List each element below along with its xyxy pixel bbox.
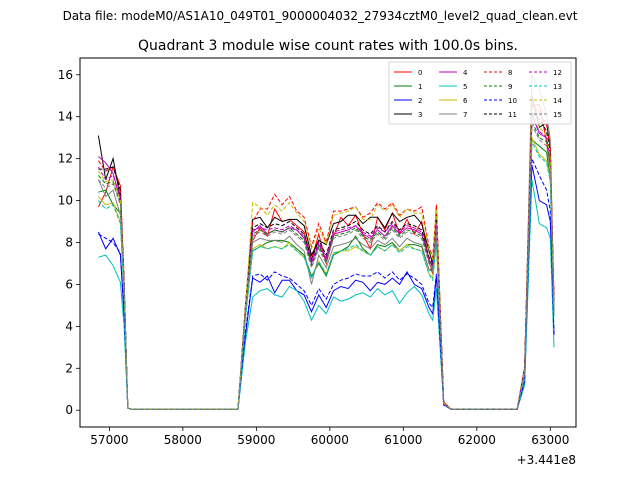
legend-label-2: 2 xyxy=(418,97,422,105)
axes: 57000 58000 59000 60000 61000 62000 63000+3.44… xyxy=(58,57,577,467)
legend-box xyxy=(388,61,572,125)
legend-label-0: 0 xyxy=(418,69,422,77)
y-tick-label: 4 xyxy=(65,319,73,333)
legend-label-3: 3 xyxy=(418,111,422,119)
x-tick-label: 58000 xyxy=(164,433,202,447)
legend-label-6: 6 xyxy=(463,97,468,105)
y-tick-label: 14 xyxy=(58,110,73,124)
legend-label-14: 14 xyxy=(553,97,562,105)
legend-label-15: 15 xyxy=(553,111,562,119)
x-tick-label: 57000 xyxy=(90,433,128,447)
legend-label-13: 13 xyxy=(553,83,562,91)
figure-suptitle: Data file: modeM0/AS1A10_049T01_90000040… xyxy=(63,9,578,23)
y-tick-label: 12 xyxy=(58,152,73,166)
legend-label-10: 10 xyxy=(508,97,517,105)
x-tick-label: 61000 xyxy=(384,433,422,447)
y-tick-label: 16 xyxy=(58,68,73,82)
y-tick-label: 0 xyxy=(65,403,73,417)
legend-label-4: 4 xyxy=(463,69,468,77)
x-tick-label: 62000 xyxy=(458,433,496,447)
legend-label-12: 12 xyxy=(553,69,562,77)
x-offset-label: +3.441e8 xyxy=(517,453,576,467)
x-tick-label: 60000 xyxy=(311,433,349,447)
legend-label-5: 5 xyxy=(463,83,467,91)
legend-label-7: 7 xyxy=(463,111,467,119)
chart-title: Quadrant 3 module wise count rates with … xyxy=(138,38,518,54)
legend-label-1: 1 xyxy=(418,83,422,91)
y-tick-label: 6 xyxy=(65,277,73,291)
legend-label-8: 8 xyxy=(508,69,512,77)
y-tick-label: 2 xyxy=(65,361,73,375)
plot-lines xyxy=(97,74,555,410)
legend-label-9: 9 xyxy=(508,83,512,91)
y-tick-label: 10 xyxy=(58,194,73,208)
y-tick-label: 8 xyxy=(65,236,73,250)
legend-label-11: 11 xyxy=(508,111,517,119)
x-tick-label: 63000 xyxy=(531,433,569,447)
series-line-15 xyxy=(98,124,555,410)
x-tick-label: 59000 xyxy=(237,433,275,447)
